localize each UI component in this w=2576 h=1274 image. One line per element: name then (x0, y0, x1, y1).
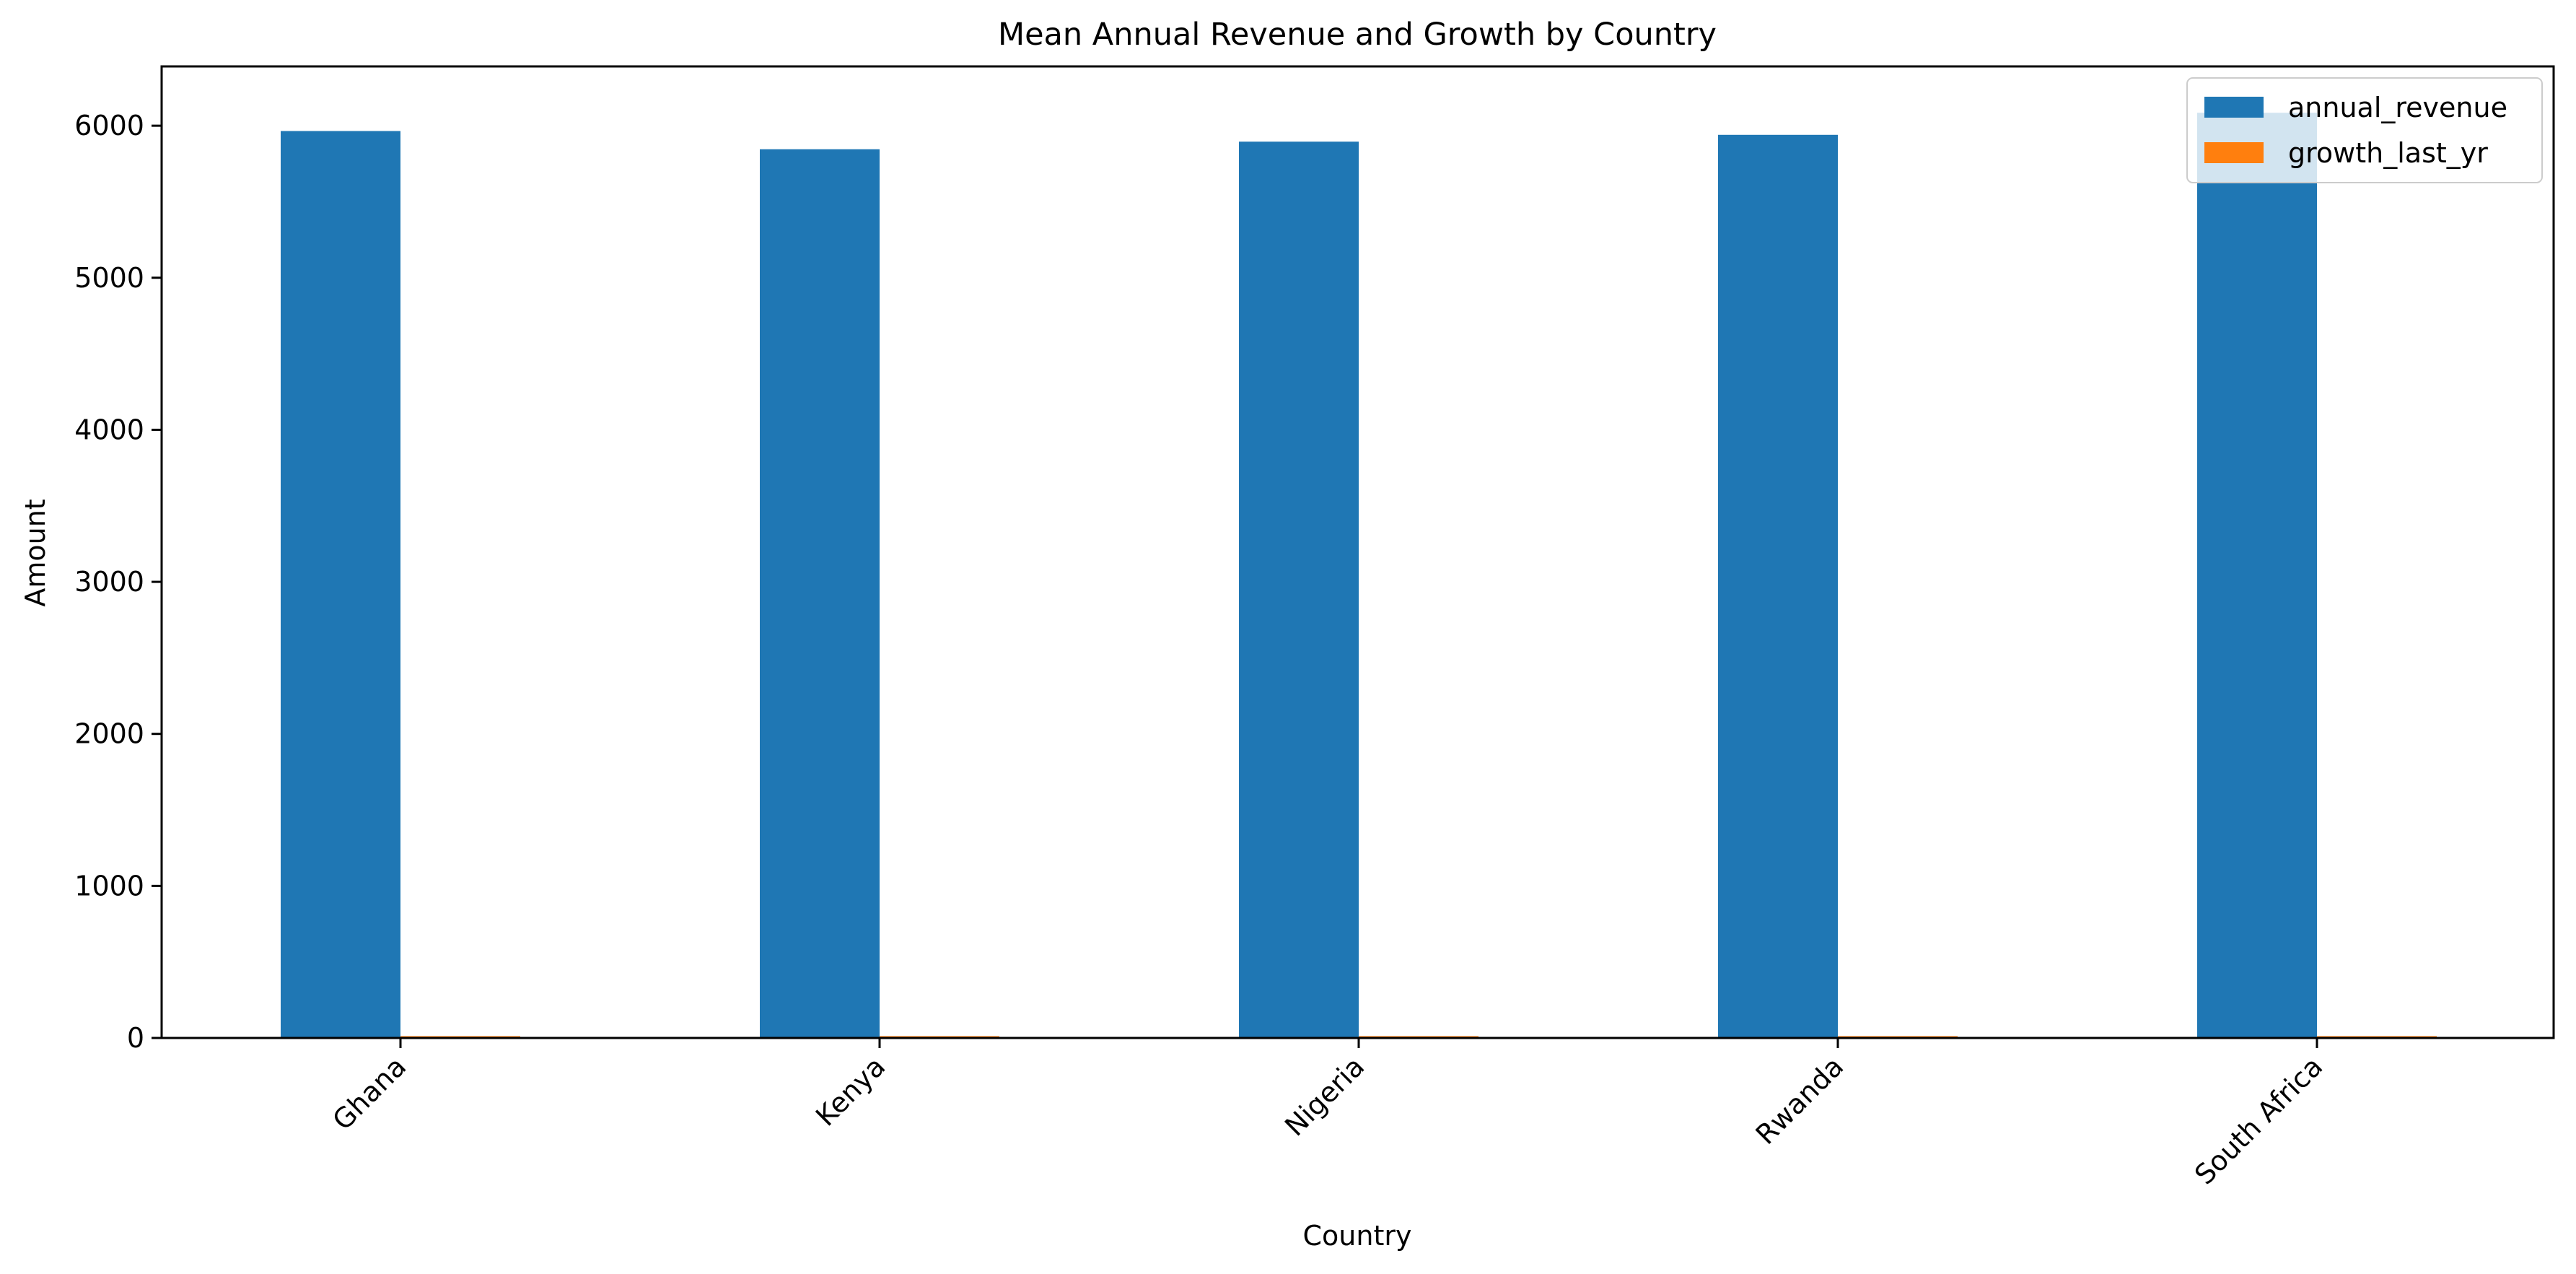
legend-label-annual-revenue: annual_revenue (2288, 92, 2507, 123)
bar-annual-revenue-rwanda (1718, 134, 1838, 1039)
legend-label-growth-last-yr: growth_last_yr (2288, 137, 2488, 169)
y-tick-label: 5000 (74, 262, 144, 294)
y-tick-label: 1000 (74, 870, 144, 902)
plot-area-frame (160, 65, 2555, 1039)
y-tick-label: 6000 (74, 110, 144, 141)
bars-layer (281, 113, 2437, 1039)
chart-title: Mean Annual Revenue and Growth by Countr… (998, 17, 1717, 53)
legend-swatch-growth-last-yr (2204, 142, 2264, 163)
y-axis-ticks: 0 1000 2000 3000 4000 5000 6000 (74, 110, 162, 1054)
y-tick-label: 2000 (74, 718, 144, 750)
legend-swatch-annual-revenue (2204, 97, 2264, 118)
bar-annual-revenue-south-africa (2197, 113, 2317, 1038)
bar-annual-revenue-kenya (760, 149, 880, 1038)
y-tick-label: 3000 (74, 566, 144, 598)
legend: annual_revenue growth_last_yr (2186, 77, 2543, 183)
legend-frame (2186, 77, 2543, 183)
y-axis-label: Amount (19, 499, 51, 606)
bar-annual-revenue-ghana (281, 131, 400, 1038)
y-tick-label: 4000 (74, 414, 144, 445)
bar-annual-revenue-nigeria (1239, 141, 1359, 1039)
x-axis-label: Country (1303, 1220, 1412, 1252)
y-tick-label: 0 (127, 1022, 144, 1054)
